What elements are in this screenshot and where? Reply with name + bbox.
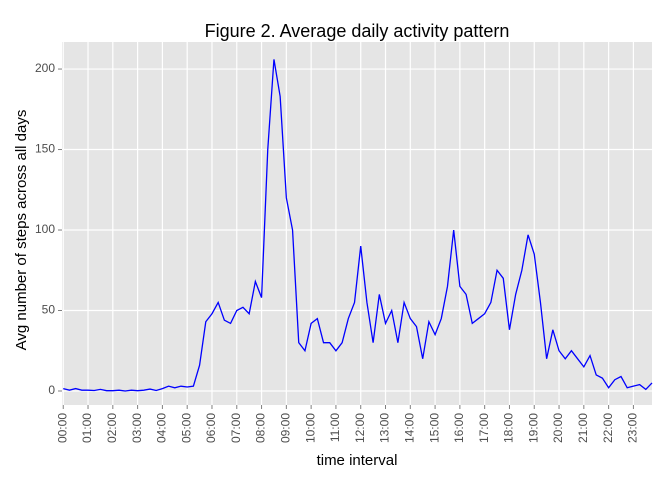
y-tick-label: 150 <box>35 142 55 156</box>
x-tick-label: 14:00 <box>402 413 416 443</box>
x-tick-label: 19:00 <box>526 413 540 443</box>
x-tick-label: 15:00 <box>427 413 441 443</box>
x-tick-label: 06:00 <box>204 413 218 443</box>
x-tick-label: 23:00 <box>626 413 640 443</box>
y-tick-label: 100 <box>35 222 55 236</box>
y-tick-label: 0 <box>48 383 55 397</box>
y-axis-label: Avg number of steps across all days <box>13 110 30 351</box>
x-tick-label: 07:00 <box>229 413 243 443</box>
x-tick-label: 12:00 <box>353 413 367 443</box>
x-tick-label: 18:00 <box>502 413 516 443</box>
y-tick-label: 50 <box>42 303 56 317</box>
data-line <box>63 59 653 392</box>
x-tick-label: 04:00 <box>155 413 169 443</box>
x-tick-label: 13:00 <box>378 413 392 443</box>
x-tick-label: 03:00 <box>130 413 144 443</box>
x-tick-label: 16:00 <box>452 413 466 443</box>
x-tick-label: 00:00 <box>55 413 69 443</box>
x-axis-label: time interval <box>317 452 398 469</box>
x-tick-label: 08:00 <box>254 413 268 443</box>
x-tick-label: 22:00 <box>601 413 615 443</box>
plot-panel <box>62 42 652 405</box>
x-tick-label: 05:00 <box>179 413 193 443</box>
x-tick-label: 17:00 <box>477 413 491 443</box>
x-tick-label: 21:00 <box>576 413 590 443</box>
x-tick-label: 09:00 <box>279 413 293 443</box>
chart-title: Figure 2. Average daily activity pattern <box>205 21 510 41</box>
x-tick-label: 02:00 <box>105 413 119 443</box>
x-tick-label: 10:00 <box>303 413 317 443</box>
x-tick-label: 11:00 <box>328 413 342 442</box>
y-tick-label: 200 <box>35 61 55 75</box>
x-tick-label: 20:00 <box>551 413 565 443</box>
x-tick-label: 01:00 <box>80 413 94 443</box>
